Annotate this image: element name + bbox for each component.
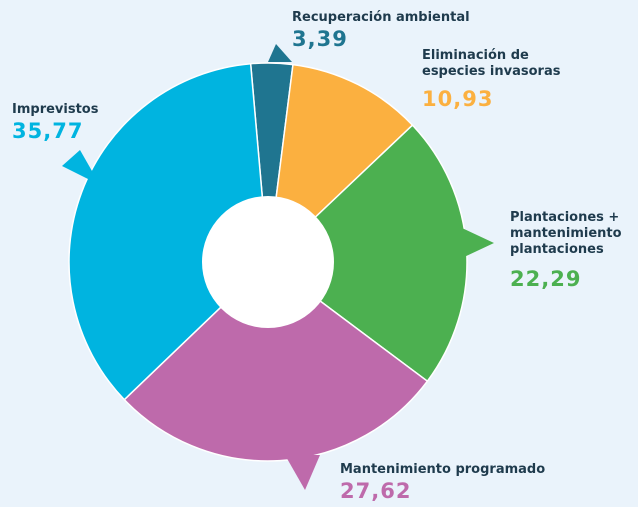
- value-label: 22,29: [510, 267, 582, 291]
- pointer: [268, 44, 292, 62]
- slice-label: Mantenimiento programado: [340, 462, 546, 477]
- value-label: 10,93: [422, 87, 494, 111]
- slice: [123, 261, 429, 462]
- slice-label: Plantaciones + mantenimiento plantacione…: [510, 210, 622, 257]
- value-label: 27,62: [340, 479, 412, 503]
- value-label: 3,39: [292, 27, 348, 51]
- slice-label: Eliminación de especies invasoras: [422, 48, 561, 79]
- pointer: [462, 228, 494, 258]
- pointer: [62, 150, 100, 185]
- slice-label: Recuperación ambiental: [292, 10, 470, 25]
- pointer: [285, 455, 320, 490]
- value-label: 35,77: [12, 119, 84, 143]
- slice: [68, 62, 269, 401]
- donut-hole: [202, 196, 334, 328]
- slice-label: Imprevistos: [12, 102, 99, 117]
